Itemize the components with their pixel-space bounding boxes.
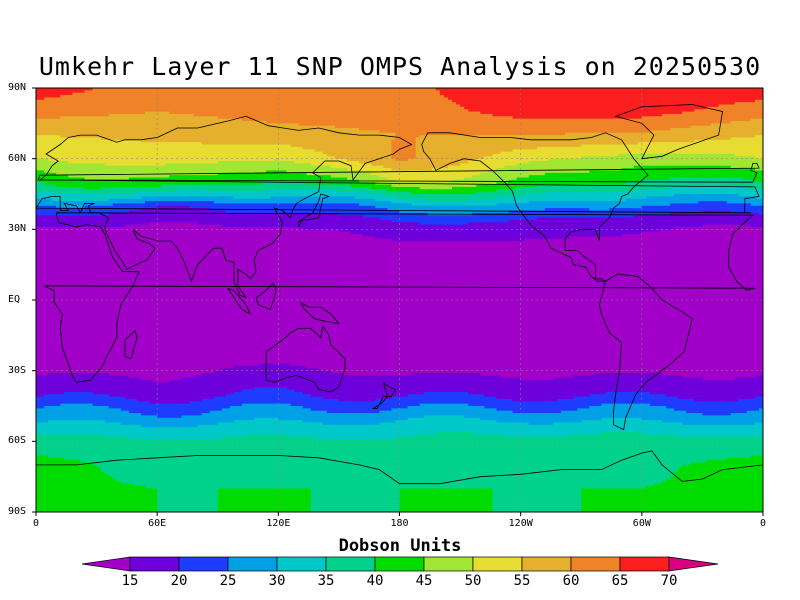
coastlines <box>36 104 763 485</box>
axis-ticks <box>32 87 764 516</box>
lat-label: 60S <box>8 435 27 447</box>
colorbar-swatch <box>619 556 670 572</box>
lat-label: 30S <box>8 364 27 376</box>
colorbar-swatch <box>325 556 376 572</box>
coastline <box>371 396 389 409</box>
colorbar-tick-label: 40 <box>366 573 384 589</box>
coastline <box>227 287 251 316</box>
coastline <box>36 450 763 485</box>
lat-label: EQ <box>8 294 21 305</box>
colorbar-tick-label: 70 <box>660 573 678 589</box>
lat-label: 90N <box>8 82 27 93</box>
ozone-field <box>36 88 763 512</box>
coastline <box>43 212 756 383</box>
colorbar-min-arrow <box>81 556 131 572</box>
colorbar-tick-label: 45 <box>415 573 433 589</box>
lon-label: 60E <box>148 518 167 529</box>
map-title: Umkehr Layer 11 SNP OMPS Analysis on 202… <box>38 52 762 81</box>
lat-label: 30N <box>8 223 27 235</box>
colorbar-swatch <box>472 556 523 572</box>
lon-label: 0 <box>759 518 767 529</box>
graticule <box>36 88 763 512</box>
lon-label: 180 <box>390 518 409 529</box>
coastline <box>37 162 760 183</box>
lon-label: 120E <box>266 518 291 529</box>
coastline <box>265 324 346 393</box>
coastline <box>300 302 340 325</box>
colorbar-swatch <box>178 556 229 572</box>
lon-label: 120W <box>508 518 533 529</box>
colorbar-swatch <box>521 556 572 572</box>
colorbar-tick-label: 65 <box>611 573 629 589</box>
lon-label: 0 <box>32 518 40 529</box>
coastline <box>36 115 760 299</box>
colorbar-tick-label: 55 <box>513 573 531 589</box>
coastline <box>421 132 649 282</box>
colorbar-title: Dobson Units <box>338 536 462 556</box>
colorbar-tick-label: 30 <box>268 573 286 589</box>
colorbar-swatch <box>423 556 474 572</box>
colorbar-swatch <box>129 556 180 572</box>
colorbar-tick-label: 15 <box>121 573 139 589</box>
lat-label: 90S <box>8 506 27 517</box>
colorbar-swatch <box>570 556 621 572</box>
coastline <box>298 193 331 228</box>
lat-label: 60N <box>8 152 27 164</box>
coastline <box>124 329 138 360</box>
colorbar-tick-label: 35 <box>317 573 335 589</box>
colorbar-swatch <box>374 556 425 572</box>
colorbar <box>81 556 719 572</box>
colorbar-tick-label: 60 <box>562 573 580 589</box>
coastline <box>382 382 397 398</box>
colorbar-tick-label: 50 <box>464 573 482 589</box>
colorbar-tick-label: 25 <box>219 573 237 589</box>
colorbar-tick-label: 20 <box>170 573 188 589</box>
colorbar-max-arrow <box>668 556 719 572</box>
coastline <box>614 104 724 160</box>
coastline <box>598 273 693 431</box>
colorbar-swatch <box>276 556 327 572</box>
coastline <box>255 282 277 310</box>
colorbar-swatch <box>227 556 278 572</box>
lon-label: 60W <box>632 518 651 529</box>
